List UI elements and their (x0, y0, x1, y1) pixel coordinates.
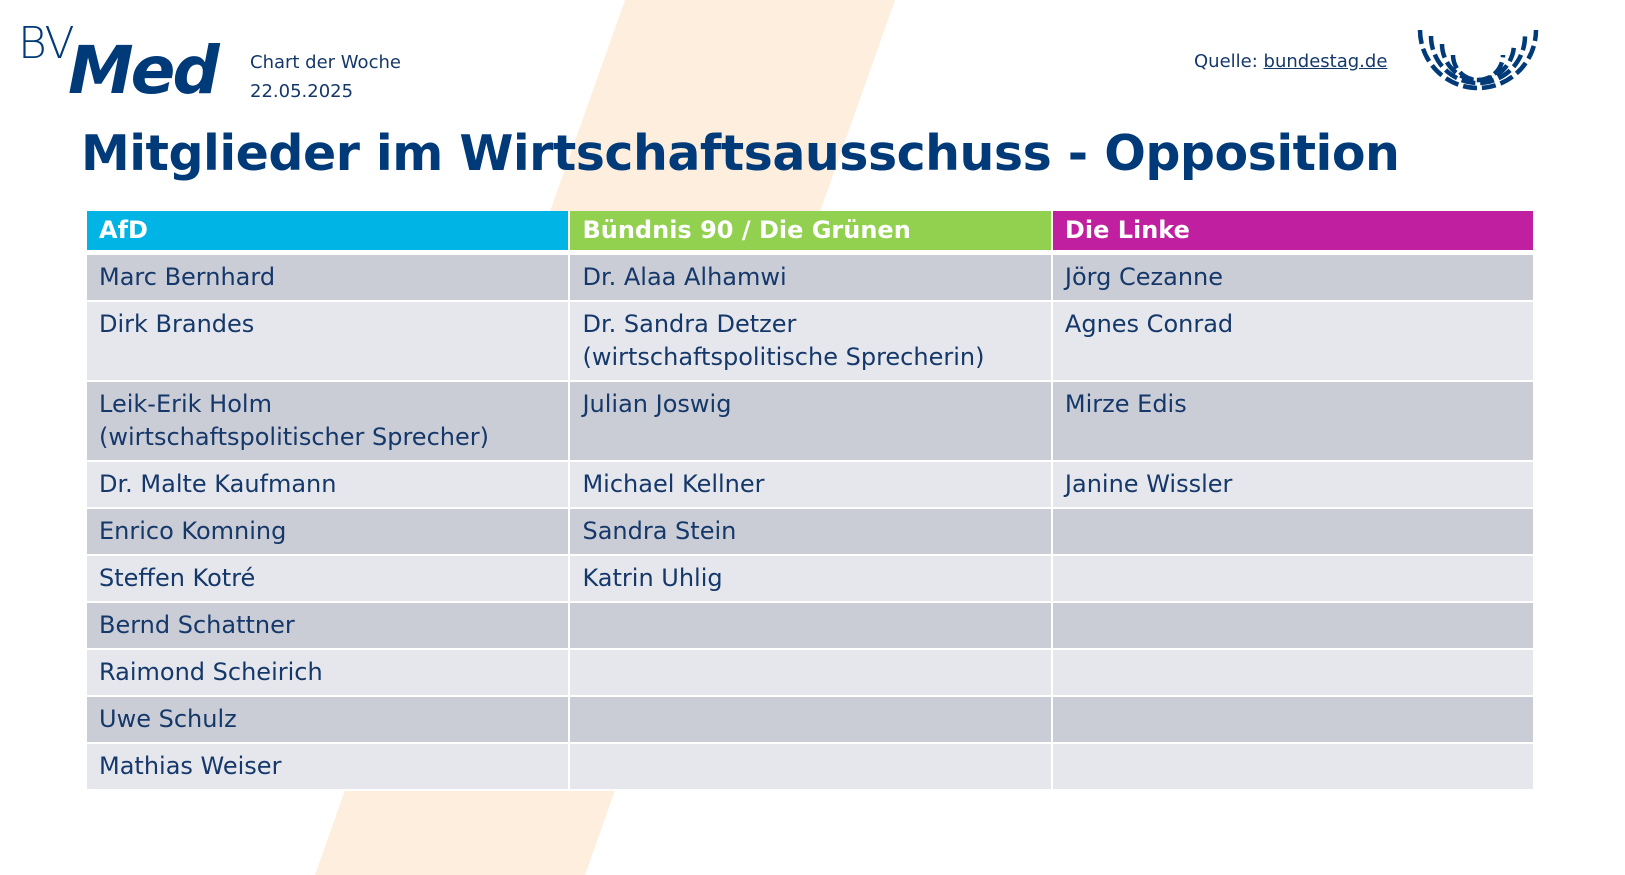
member-cell: Bernd Schattner (87, 601, 571, 650)
page-title: Mitglieder im Wirtschaftsausschuss - Opp… (81, 125, 1400, 182)
member-cell: Jörg Cezanne (1051, 252, 1536, 302)
table-row: Dr. Malte Kaufmann Michael Kellner Janine … (87, 460, 1536, 509)
table-row: Raimond Scheirich (87, 648, 1536, 697)
members-table: AfD Bündnis 90 / Die Grünen Die Linke Marc… (87, 211, 1536, 791)
column-header: Bündnis 90 / Die Grünen (569, 211, 1053, 255)
member-cell: Dr. Alaa Alhamwi (569, 252, 1053, 302)
bundestag-logo-icon (1417, 29, 1539, 91)
member-cell: Dr. Sandra Detzer (wirtschaftspolitische… (569, 300, 1053, 382)
member-cell: Agnes Conrad (1051, 300, 1536, 382)
series-label: Chart der Woche (250, 52, 401, 73)
source-label: Quelle: (1194, 51, 1258, 72)
logo-med: Med (68, 32, 220, 109)
member-cell: Dr. Malte Kaufmann (87, 460, 571, 509)
member-cell: Katrin Uhlig (569, 554, 1053, 603)
member-cell: Marc Bernhard (87, 252, 571, 302)
member-cell (569, 601, 1053, 650)
member-cell (569, 742, 1053, 791)
member-cell (1051, 554, 1536, 603)
source: Quelle: bundestag.de (1194, 51, 1387, 72)
member-cell: Michael Kellner (569, 460, 1053, 509)
member-cell: Raimond Scheirich (87, 648, 571, 697)
member-cell (569, 648, 1053, 697)
member-cell: Uwe Schulz (87, 695, 571, 744)
member-cell (569, 695, 1053, 744)
table-row: Bernd Schattner (87, 601, 1536, 650)
subtitle: Chart der Woche 22.05.2025 (250, 48, 401, 106)
member-cell: Mirze Edis (1051, 380, 1536, 462)
member-cell (1051, 507, 1536, 556)
table-row: Leik-Erik Holm (wirtschaftspolitischer S… (87, 380, 1536, 462)
table-row: Mathias Weiser (87, 742, 1536, 791)
column-header: AfD (87, 211, 571, 255)
member-cell: Leik-Erik Holm (wirtschaftspolitischer S… (87, 380, 571, 462)
table-row: Enrico Komning Sandra Stein (87, 507, 1536, 556)
member-cell: Janine Wissler (1051, 460, 1536, 509)
member-cell: Steffen Kotré (87, 554, 571, 603)
member-cell: Julian Joswig (569, 380, 1053, 462)
table-row: Uwe Schulz (87, 695, 1536, 744)
member-cell: Dirk Brandes (87, 300, 571, 382)
table-row: Dirk Brandes Dr. Sandra Detzer (wirtschaf… (87, 300, 1536, 382)
table-row: Steffen Kotré Katrin Uhlig (87, 554, 1536, 603)
table-row: Marc Bernhard Dr. Alaa Alhamwi Jörg Cezann… (87, 252, 1536, 302)
member-cell (1051, 601, 1536, 650)
member-cell (1051, 695, 1536, 744)
date: 22.05.2025 (250, 81, 354, 102)
source-link[interactable]: bundestag.de (1263, 51, 1388, 72)
member-cell (1051, 742, 1536, 791)
member-cell (1051, 648, 1536, 697)
member-cell: Enrico Komning (87, 507, 571, 556)
logo-bv: BV (18, 18, 75, 69)
column-header: Die Linke (1051, 211, 1536, 255)
member-cell: Mathias Weiser (87, 742, 571, 791)
member-cell: Sandra Stein (569, 507, 1053, 556)
